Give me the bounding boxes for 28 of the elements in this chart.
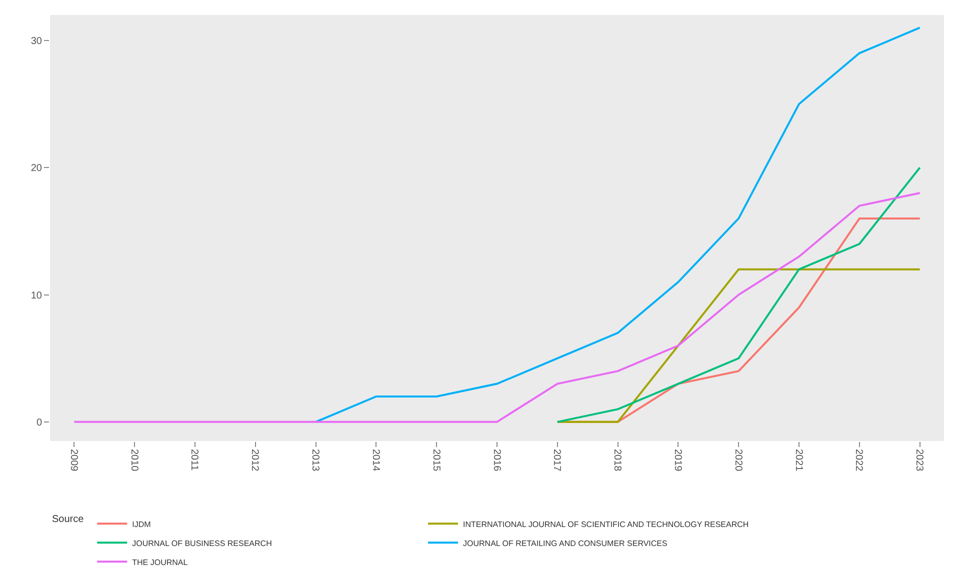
- x-tick-label: 2016: [490, 449, 502, 472]
- legend-title: Source: [52, 514, 84, 526]
- x-tick-label: 2014: [370, 449, 381, 472]
- line-series: [73, 192, 921, 423]
- x-tick-label: 2023: [914, 449, 925, 472]
- x-tick-label: 2015: [430, 449, 442, 472]
- x-tick-label: 2017: [551, 449, 562, 472]
- x-tick-label: 2009: [68, 449, 79, 472]
- x-tick-label: 2013: [310, 449, 321, 472]
- x-tick-label: 2021: [792, 449, 804, 472]
- legend-label: THE JOURNAL: [132, 558, 188, 567]
- legend-label: IJDM: [132, 520, 152, 529]
- x-tick-label: 2022: [853, 449, 864, 472]
- x-tick-label: 2010: [128, 449, 140, 472]
- legend-label: INTERNATIONAL JOURNAL OF SCIENTIFIC AND TECHNOLOGY RESEARCH: [463, 520, 749, 529]
- y-tick-label: 0: [36, 417, 42, 428]
- x-tick-label: 2019: [672, 449, 683, 472]
- y-tick-label: 30: [30, 36, 42, 47]
- y-tick-label: 20: [30, 163, 42, 174]
- legend-label: JOURNAL OF BUSINESS RESEARCH: [132, 538, 272, 548]
- x-tick-label: 2020: [732, 449, 744, 472]
- line-series: [314, 26, 921, 423]
- y-tick-label: 10: [30, 290, 42, 302]
- x-tick-label: 2012: [249, 449, 260, 472]
- line-series: [556, 166, 921, 423]
- legend-label: JOURNAL OF RETAILING AND CONSUMER SERVICES: [463, 538, 668, 548]
- x-tick-label: 2011: [188, 449, 200, 471]
- x-tick-label: 2018: [612, 449, 623, 472]
